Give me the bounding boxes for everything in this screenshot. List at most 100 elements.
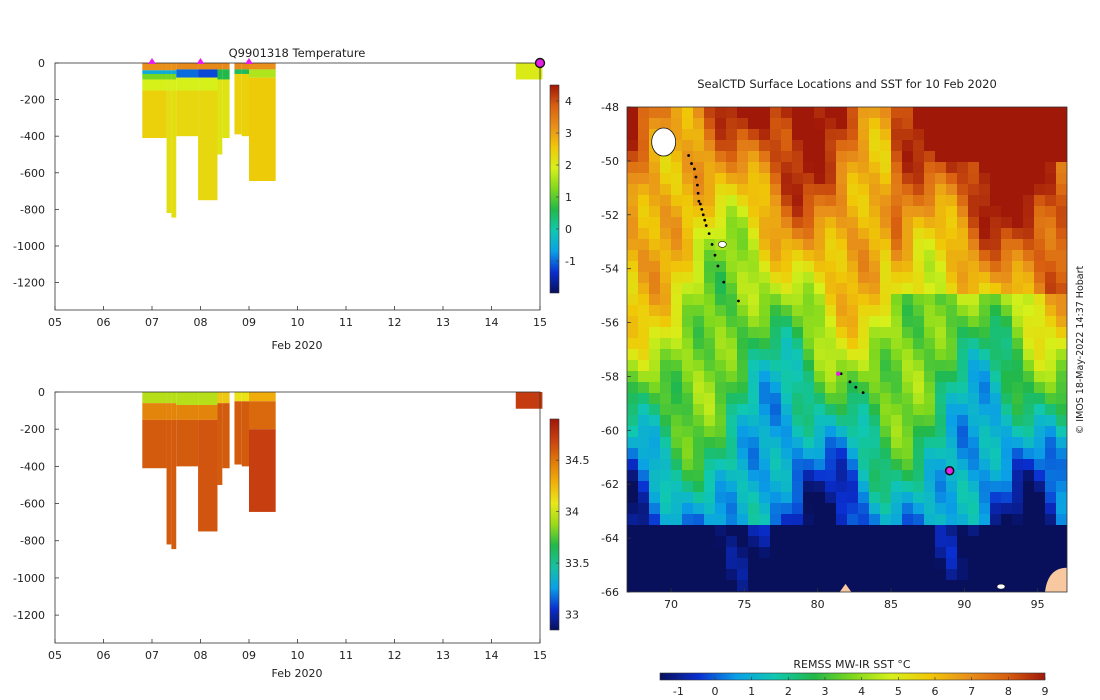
sst-pixel	[726, 129, 737, 140]
salinity-x-ticks: 05 06 07 08 09 10 11 12 13 14 15	[48, 639, 547, 662]
sst-pixel	[671, 426, 682, 437]
sst-pixel	[891, 580, 902, 591]
sst-pixel	[748, 195, 759, 206]
profile-cell	[142, 63, 167, 71]
sst-pixel	[781, 217, 792, 228]
sst-pixel	[946, 250, 957, 261]
sst-pixel	[792, 503, 803, 514]
sst-pixel	[649, 459, 660, 470]
sst-pixel	[759, 536, 770, 547]
sst-pixel	[660, 327, 671, 338]
sst-pixel	[682, 184, 693, 195]
sst-pixel	[814, 558, 825, 569]
sst-pixel	[770, 437, 781, 448]
sst-pixel	[770, 470, 781, 481]
sst-pixel	[770, 591, 781, 592]
sst-pixel	[1012, 206, 1023, 217]
sst-pixel	[1001, 448, 1012, 459]
sst-pixel	[902, 437, 913, 448]
sst-pixel	[660, 382, 671, 393]
sst-pixel	[814, 162, 825, 173]
sst-pixel	[737, 327, 748, 338]
profile-cell	[234, 69, 242, 74]
sst-pixel	[1023, 404, 1034, 415]
sst-pixel	[891, 184, 902, 195]
sst-pixel	[880, 316, 891, 327]
sst-pixel	[748, 272, 759, 283]
sst-pixel	[1034, 426, 1045, 437]
sst-pixel	[1023, 426, 1034, 437]
sst-pixel	[660, 514, 671, 525]
sst-pixel	[836, 338, 847, 349]
sst-pixel	[1056, 239, 1067, 250]
sst-pixel	[924, 470, 935, 481]
sst-pixel	[935, 459, 946, 470]
profile-cell	[249, 77, 276, 182]
sst-pixel	[891, 437, 902, 448]
sst-pixel	[924, 580, 935, 591]
sst-pixel	[671, 481, 682, 492]
sst-pixel	[770, 404, 781, 415]
sst-pixel	[869, 591, 880, 592]
sst-pixel	[704, 470, 715, 481]
sst-pixel	[638, 481, 649, 492]
sst-pixel	[1001, 536, 1012, 547]
sst-pixel	[957, 393, 968, 404]
sst-pixel	[770, 261, 781, 272]
sst-pixel	[715, 448, 726, 459]
sst-colorbar-tick-label: 4	[858, 685, 865, 698]
sst-pixel	[770, 338, 781, 349]
sst-pixel	[638, 569, 649, 580]
sst-pixel	[946, 481, 957, 492]
sst-pixel	[913, 349, 924, 360]
sst-pixel	[1034, 316, 1045, 327]
colorbar-tick-label: 33	[565, 609, 579, 622]
sst-pixel	[759, 151, 770, 162]
sst-pixel	[979, 503, 990, 514]
sst-pixel	[638, 404, 649, 415]
sst-pixel	[968, 228, 979, 239]
sst-pixel	[693, 228, 704, 239]
sst-pixel	[704, 184, 715, 195]
sst-pixel	[737, 525, 748, 536]
sst-pixel	[825, 547, 836, 558]
sst-pixel	[891, 151, 902, 162]
sst-pixel	[946, 371, 957, 382]
sst-pixel	[726, 283, 737, 294]
sst-pixel	[759, 371, 770, 382]
profile-cell	[241, 401, 249, 467]
sst-pixel	[979, 459, 990, 470]
sst-pixel	[1001, 492, 1012, 503]
sst-pixel	[836, 173, 847, 184]
sst-pixel	[814, 437, 825, 448]
sst-pixel	[913, 162, 924, 173]
sst-map-title: SealCTD Surface Locations and SST for 10…	[697, 77, 997, 91]
sst-field	[627, 107, 1067, 592]
sst-pixel	[638, 371, 649, 382]
sst-pixel	[803, 283, 814, 294]
sst-pixel	[737, 459, 748, 470]
sst-pixel	[847, 591, 858, 592]
sst-pixel	[748, 162, 759, 173]
sst-pixel	[902, 228, 913, 239]
sst-pixel	[1034, 338, 1045, 349]
sst-pixel	[748, 514, 759, 525]
sst-pixel	[913, 294, 924, 305]
sst-pixel	[869, 558, 880, 569]
sst-pixel	[715, 118, 726, 129]
sst-pixel	[737, 272, 748, 283]
sst-pixel	[847, 459, 858, 470]
sst-pixel	[902, 481, 913, 492]
profile-cell	[176, 405, 199, 420]
sst-pixel	[759, 360, 770, 371]
sst-pixel	[803, 382, 814, 393]
profile-cell	[166, 403, 172, 420]
sst-pixel	[990, 239, 1001, 250]
profile-cell	[249, 429, 276, 512]
sst-pixel	[814, 283, 825, 294]
sst-pixel	[990, 338, 1001, 349]
sst-pixel	[913, 404, 924, 415]
sst-pixel	[1034, 459, 1045, 470]
sst-pixel	[880, 195, 891, 206]
sst-pixel	[1045, 305, 1056, 316]
